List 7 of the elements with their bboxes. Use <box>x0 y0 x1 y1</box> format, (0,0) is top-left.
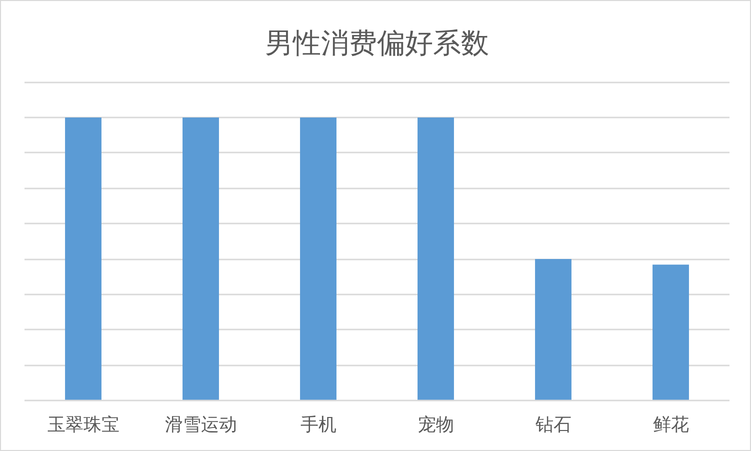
x-tick-label: 手机 <box>300 414 336 436</box>
x-tick-label: 钻石 <box>534 414 572 436</box>
x-tick-label: 宠物 <box>418 414 454 436</box>
x-tick-label: 玉翠珠宝 <box>47 414 120 436</box>
chart-title: 男性消费偏好系数 <box>265 26 489 60</box>
x-tick-label: 滑雪运动 <box>164 414 237 436</box>
x-tick-label: 鲜花 <box>652 414 689 436</box>
